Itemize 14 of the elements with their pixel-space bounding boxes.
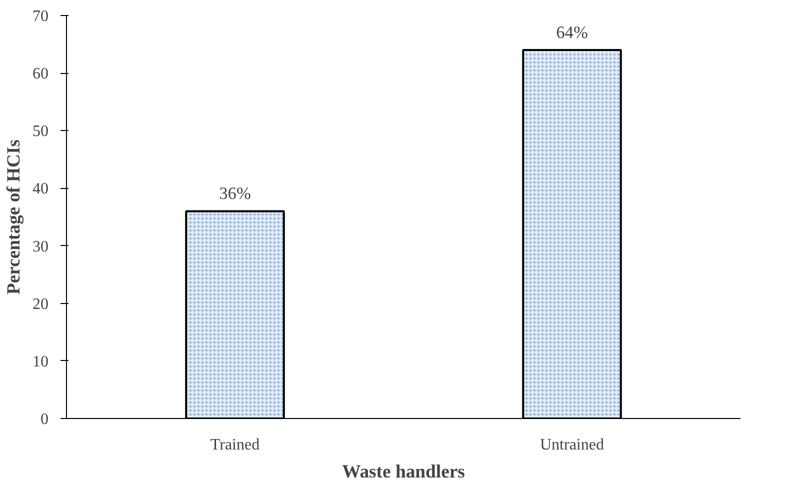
y-tick-label: 60: [32, 66, 48, 83]
y-axis-title: Percentage of HCIs: [4, 139, 24, 295]
x-tick-label: Trained: [210, 436, 260, 454]
y-tick-label: 40: [32, 180, 48, 198]
x-tick-label: Untrained: [540, 436, 604, 454]
y-tick-label: 10: [32, 353, 48, 370]
data-label: 36%: [219, 184, 251, 204]
y-tick-label: 70: [32, 8, 48, 25]
y-tick-label: 20: [32, 296, 48, 313]
x-axis-title: Waste handlers: [342, 462, 465, 482]
y-tick-label: 30: [32, 238, 48, 256]
y-tick-label: 0: [40, 411, 48, 428]
y-tick-label: 50: [32, 123, 48, 140]
data-label: 64%: [556, 23, 588, 42]
